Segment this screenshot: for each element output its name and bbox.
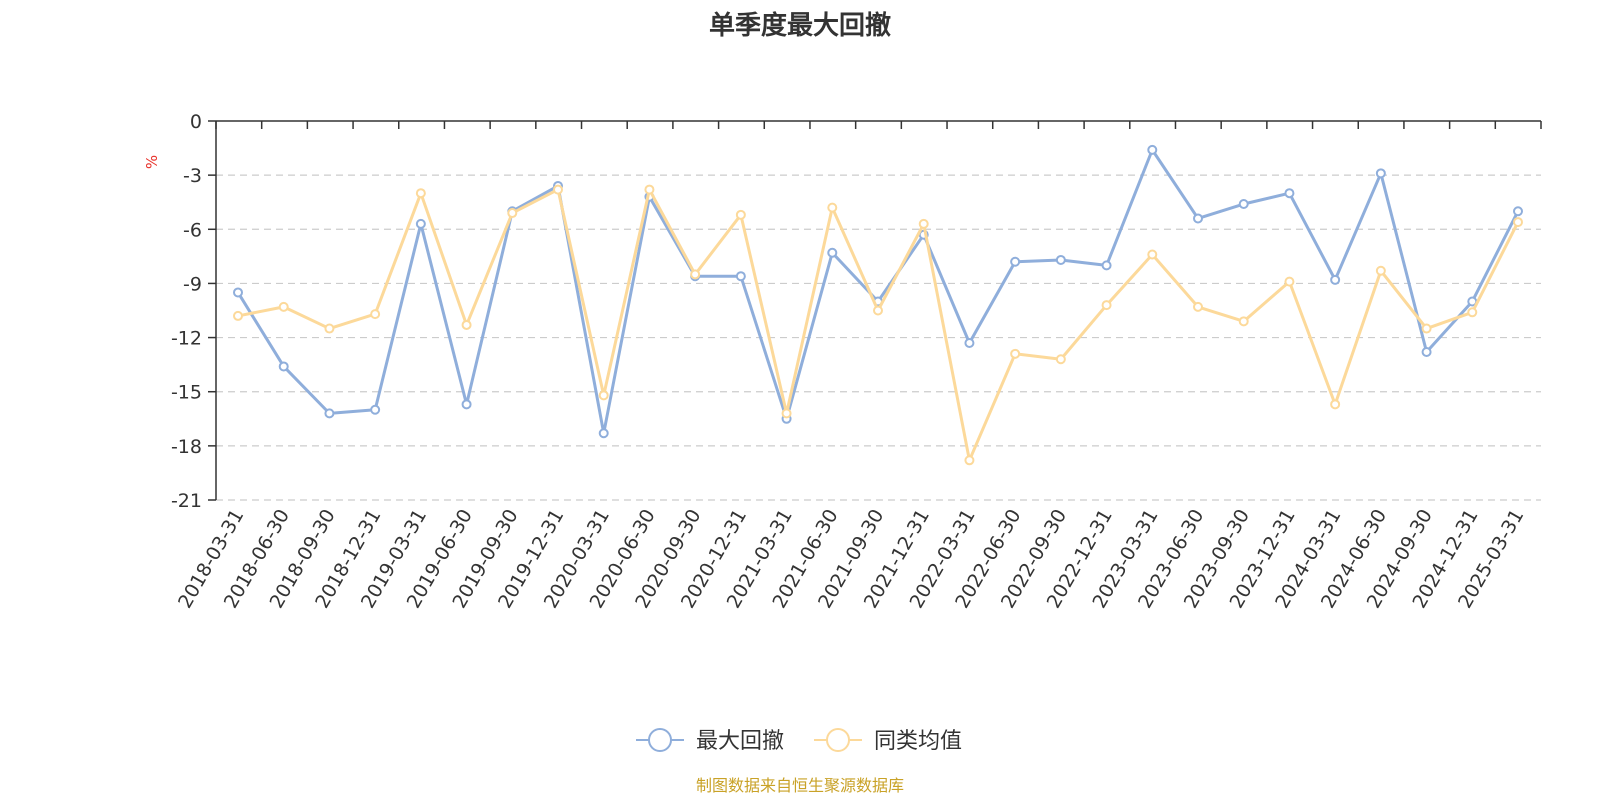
legend-item-1[interactable]: 最大回撤 <box>636 728 784 754</box>
data-point <box>1238 316 1249 327</box>
legend[interactable]: 最大回撤 同类均值 <box>636 728 962 754</box>
data-point <box>415 188 426 199</box>
axes <box>208 120 1542 501</box>
data-point <box>644 184 655 195</box>
series-1 <box>233 144 1523 439</box>
data-point <box>553 184 563 195</box>
data-point <box>1101 260 1112 271</box>
y-tick-label: 0 <box>190 111 202 133</box>
data-point <box>1101 300 1112 311</box>
data-point <box>1330 274 1341 285</box>
data-point <box>324 408 335 419</box>
grid-lines <box>216 174 1541 501</box>
data-point <box>415 218 426 229</box>
x-tick-labels: 2018-03-312018-06-302018-09-302018-12-31… <box>174 506 1528 613</box>
data-point <box>370 309 381 320</box>
series-group <box>233 144 1523 466</box>
data-point <box>873 305 883 316</box>
source-note: 制图数据来自恒生聚源数据库 <box>696 776 904 795</box>
data-point <box>1375 265 1386 276</box>
data-point <box>1330 399 1341 410</box>
series-line <box>237 188 1520 462</box>
legend-marker-icon <box>826 728 850 752</box>
data-point <box>1193 301 1203 312</box>
data-point <box>1284 276 1295 287</box>
data-point <box>1010 256 1021 267</box>
data-point <box>461 399 472 410</box>
y-tick-label: -21 <box>171 490 202 512</box>
data-point <box>1147 249 1158 260</box>
legend-label: 最大回撤 <box>696 729 784 754</box>
y-tick-label: -18 <box>171 436 202 458</box>
data-point <box>735 271 746 282</box>
data-point <box>233 310 243 321</box>
y-tick-labels: 0 -3 -6 -9 -12 -15 -18 -21 <box>171 111 202 512</box>
series-2 <box>233 184 1523 466</box>
y-axis-unit: % <box>143 155 161 169</box>
data-point <box>964 455 975 466</box>
data-point <box>1375 168 1386 179</box>
y-tick-label: -6 <box>183 219 202 241</box>
data-point <box>1467 307 1478 318</box>
data-point <box>827 202 838 213</box>
data-point <box>598 428 609 439</box>
data-point <box>1421 323 1432 334</box>
data-point <box>827 247 838 258</box>
data-point <box>278 361 289 372</box>
data-point <box>507 208 518 219</box>
data-point <box>1513 206 1523 217</box>
data-point <box>598 390 609 401</box>
y-tick-label: -3 <box>183 165 202 187</box>
data-point <box>1513 217 1523 228</box>
data-point <box>1238 199 1249 210</box>
data-point <box>1055 254 1066 265</box>
data-point <box>1055 354 1066 365</box>
data-point <box>964 337 975 348</box>
data-point <box>461 319 472 330</box>
data-point <box>781 408 792 419</box>
data-point <box>1010 348 1021 359</box>
data-point <box>233 287 243 298</box>
data-point <box>1193 213 1203 224</box>
data-point <box>324 323 335 334</box>
data-point <box>278 301 289 312</box>
legend-label: 同类均值 <box>874 729 962 754</box>
y-tick-label: -9 <box>183 273 202 295</box>
legend-item-2[interactable]: 同类均值 <box>814 728 962 754</box>
series-line <box>236 148 1520 435</box>
data-point <box>370 404 381 415</box>
data-point <box>1284 188 1295 199</box>
data-point <box>735 209 746 220</box>
chart-title: 单季度最大回撤 <box>709 10 891 41</box>
legend-marker-icon <box>648 728 672 752</box>
data-point <box>1421 347 1432 358</box>
y-tick-label: -12 <box>171 328 202 350</box>
data-point <box>1147 144 1158 155</box>
y-tick-label: -15 <box>171 382 202 404</box>
data-point <box>690 269 701 280</box>
data-point <box>918 218 929 229</box>
